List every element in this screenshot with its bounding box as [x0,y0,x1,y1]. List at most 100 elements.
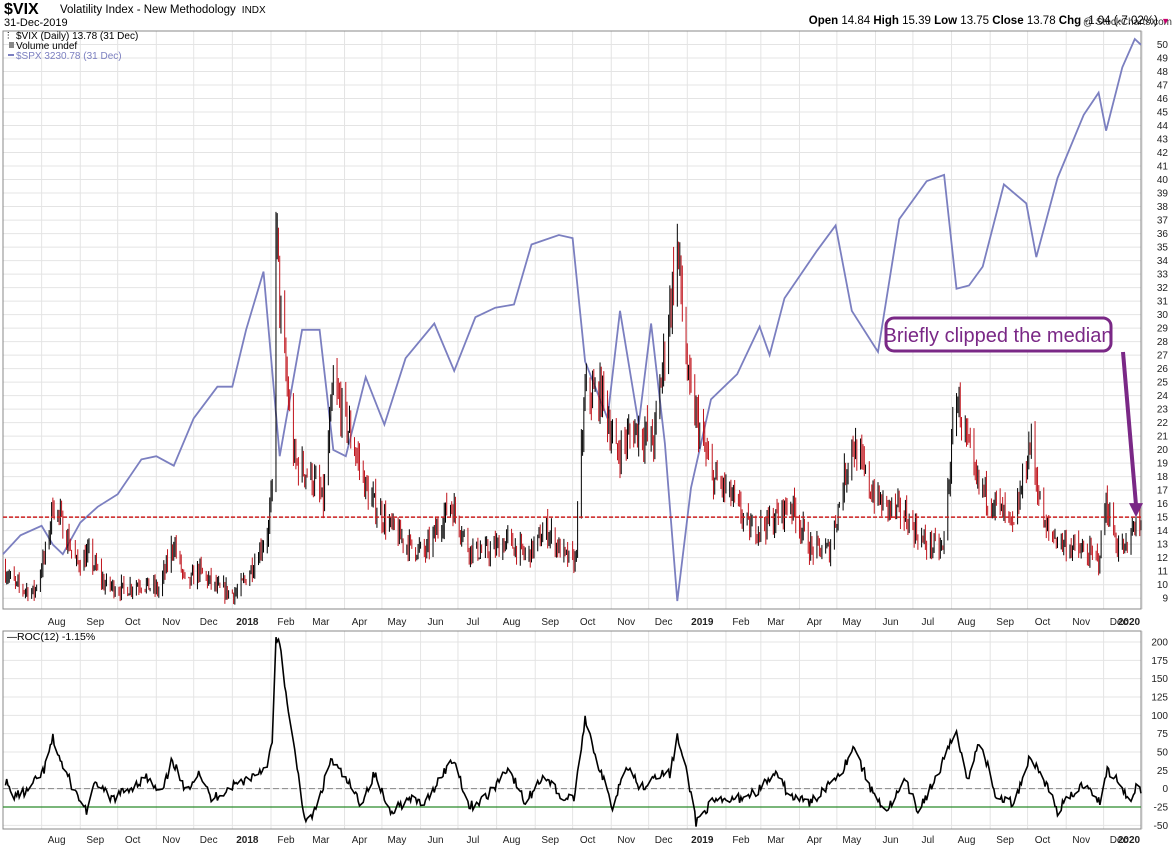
main-x-tick-13: Sep [541,617,559,628]
roc-y-tick-0: 0 [1162,784,1168,795]
main-y-tick-49: 49 [1157,54,1169,65]
roc-panel-grid [3,631,1143,829]
roc-x-tick-17: 2019 [691,835,714,846]
main-y-tick-34: 34 [1157,256,1169,267]
close-label: Close [992,15,1024,27]
exchange-label: INDX [241,5,266,16]
main-y-tick-19: 19 [1157,459,1169,470]
roc-x-tick-21: May [842,835,861,846]
main-y-tick-18: 18 [1157,472,1169,483]
roc-y-tick-200: 200 [1151,638,1168,649]
chart-date: 31-Dec-2019 [4,17,68,29]
close-value: 13.78 [1026,15,1056,27]
roc-x-tick-1: Sep [86,835,104,846]
main-x-tick-0: Aug [48,617,66,628]
main-x-tick-19: Mar [767,617,785,628]
roc-x-tick-14: Oct [580,835,596,846]
main-x-tick-12: Aug [503,617,521,628]
roc-y-tick-50: 50 [1157,748,1169,759]
roc-x-tick-0: Aug [48,835,66,846]
main-y-tick-44: 44 [1157,121,1169,132]
high-label: High [873,15,899,27]
main-x-tick-9: May [387,617,406,628]
roc-y-tick-25: 25 [1157,766,1169,777]
roc-x-tick-8: Apr [352,835,368,846]
main-y-tick-31: 31 [1157,297,1169,308]
main-y-tick-48: 48 [1157,67,1169,78]
main-x-tick-16: Dec [655,617,673,628]
main-x-tick-22: Jun [882,617,898,628]
title-text: Volatility Index - New Methodology [60,4,236,16]
roc-x-tick-18: Feb [732,835,750,846]
roc-x-tick-22: Jun [882,835,898,846]
quote-summary: Open 14.84 High 15.39 Low 13.75 Close 13… [809,15,1170,27]
main-x-tick-14: Oct [580,617,596,628]
roc-x-tick-16: Dec [655,835,673,846]
main-y-tick-43: 43 [1157,135,1169,146]
roc-x-tick-12: Aug [503,835,521,846]
legend-vix: $VIX (Daily) 13.78 (31 Dec) [16,31,138,42]
main-y-tick-24: 24 [1157,391,1169,402]
main-x-tick-17: 2019 [691,617,714,628]
main-y-tick-33: 33 [1157,270,1169,281]
roc-x-tick-5: 2018 [236,835,259,846]
roc-x-tick-26: Oct [1035,835,1051,846]
high-value: 15.39 [902,15,931,27]
legend-vix-icon: ⫶ [7,31,9,42]
main-x-tick-25: Sep [996,617,1014,628]
roc-line [4,636,1142,827]
main-x-tick-29: 2020 [1118,617,1141,628]
main-y-tick-16: 16 [1157,499,1169,510]
main-x-tick-11: Jul [467,617,480,628]
roc-x-tick-23: Jul [922,835,935,846]
annotation-box [884,316,1113,353]
main-y-tick-23: 23 [1157,405,1169,416]
roc-y-tick-150: 150 [1151,674,1168,685]
roc-x-tick-2: Oct [125,835,141,846]
roc-y-tick--50: -50 [1154,821,1169,832]
roc-x-tick-13: Sep [541,835,559,846]
main-x-tick-7: Mar [312,617,330,628]
spx-overlay [2,37,1142,602]
main-y-tick-9: 9 [1162,594,1168,605]
main-y-tick-12: 12 [1157,553,1169,564]
roc-x-tick-7: Mar [312,835,330,846]
main-x-tick-2: Oct [125,617,141,628]
roc-x-tick-6: Feb [277,835,295,846]
main-y-tick-29: 29 [1157,324,1169,335]
roc-y-tick-175: 175 [1151,656,1168,667]
roc-x-tick-27: Nov [1072,835,1090,846]
down-triangle-icon: ▼ [1161,16,1170,26]
main-x-tick-20: Apr [807,617,823,628]
main-x-tick-10: Jun [427,617,443,628]
main-x-tick-3: Nov [162,617,180,628]
main-y-tick-42: 42 [1157,148,1169,159]
main-y-tick-35: 35 [1157,243,1169,254]
legend: ⫶ $VIX (Daily) 13.78 (31 Dec) Volume und… [7,31,138,62]
main-y-tick-21: 21 [1157,432,1169,443]
main-y-tick-40: 40 [1157,175,1169,186]
low-label: Low [934,15,958,27]
annotation: Briefly clipped the median [883,316,1144,518]
roc-x-tick-4: Dec [200,835,218,846]
spx-line [2,37,1142,602]
main-y-tick-30: 30 [1157,310,1169,321]
main-y-tick-46: 46 [1157,94,1169,105]
main-x-tick-18: Feb [732,617,750,628]
roc-x-tick-10: Jun [427,835,443,846]
main-y-tick-25: 25 [1157,378,1169,389]
main-y-tick-22: 22 [1157,418,1169,429]
chart-title: Volatility Index - New Methodology INDX [60,4,266,16]
roc-legend: ROC(12) -1.15% [17,631,95,643]
legend-volume-icon [9,42,14,48]
main-y-tick-11: 11 [1158,567,1169,578]
main-y-tick-10: 10 [1157,580,1169,591]
main-y-axis-labels: 9 10 11 12 13 14 15 16 17 18 19 20 21 22 23 24 25 26 27 28 2… [1157,40,1169,605]
main-y-tick-41: 41 [1157,162,1169,173]
roc-y-axis-labels: -50 -25 0 25 50 75 100 125 150 175 200 [1151,638,1168,832]
roc-x-tick-15: Nov [617,835,635,846]
main-x-axis-labels: Aug Sep Oct Nov Dec 2018 Feb Mar Apr May Jun Jul Aug… [48,617,1141,628]
low-value: 13.75 [960,15,990,27]
roc-x-tick-28: Dec [1110,835,1128,846]
